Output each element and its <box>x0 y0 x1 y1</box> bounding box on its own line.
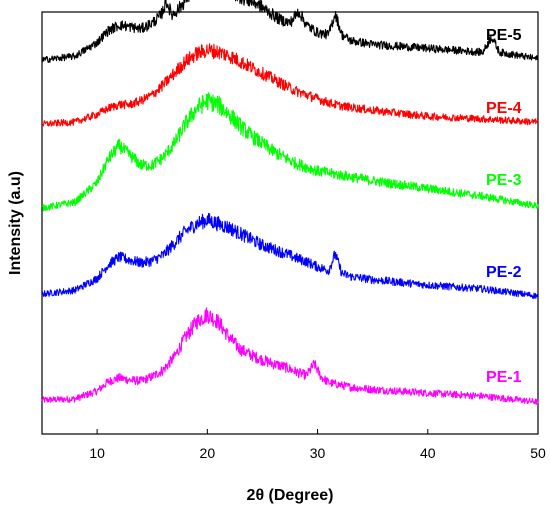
legend-label-pe-1: PE-1 <box>486 369 522 386</box>
series-layer <box>41 0 539 406</box>
x-tick-label: 10 <box>89 445 105 461</box>
x-axis-ticks: 10 20 30 40 50 <box>89 429 546 461</box>
legend: PE-5 PE-4 PE-3 PE-2 PE-1 <box>486 27 522 386</box>
x-tick-label: 20 <box>200 445 216 461</box>
legend-label-pe-4: PE-4 <box>486 100 522 117</box>
legend-label-pe-3: PE-3 <box>486 172 522 189</box>
y-axis-title: Intensity (a.u) <box>7 171 24 275</box>
x-tick-label: 40 <box>420 445 436 461</box>
plot-frame <box>41 11 539 435</box>
series-line-pe-4 <box>41 43 539 127</box>
x-axis-title: 2θ (Degree) <box>247 487 334 504</box>
series-line-pe-3 <box>41 92 539 212</box>
legend-label-pe-2: PE-2 <box>486 264 522 281</box>
series-line-pe-5 <box>41 0 539 64</box>
series-line-pe-1 <box>41 307 539 406</box>
x-tick-label: 30 <box>310 445 326 461</box>
series-line-pe-2 <box>41 212 539 299</box>
legend-label-pe-5: PE-5 <box>486 27 522 44</box>
x-tick-label: 50 <box>530 445 546 461</box>
